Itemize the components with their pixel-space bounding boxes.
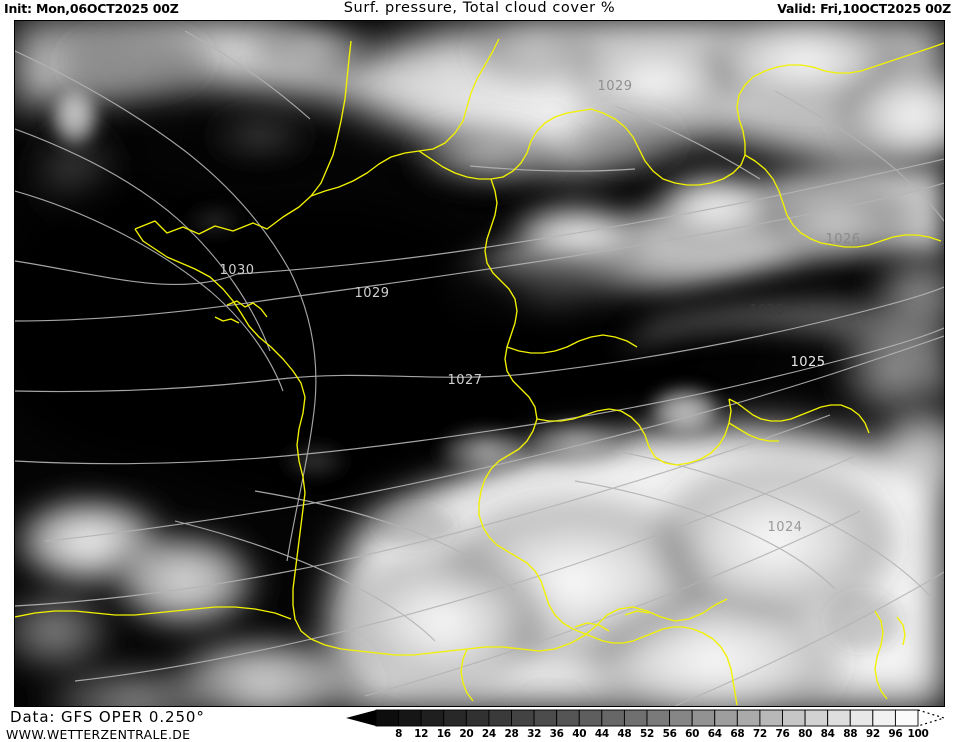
colorbar-tick-label: 92: [865, 728, 880, 740]
colorbar-tick-labels: 8 12 16 20 24 28 32 36 40 44 48 52 56 60 64 68 72 76 80 84 8…: [330, 728, 959, 741]
contour-label: 1030: [219, 263, 254, 278]
colorbar-tick-label: 40: [572, 728, 587, 740]
contour-label: 1025: [790, 355, 825, 370]
colorbar-swatch: [804, 709, 829, 727]
colorbar-swatch: [375, 709, 400, 727]
colorbar-swatch: [736, 709, 761, 727]
colorbar-tick-label: 80: [798, 728, 813, 740]
data-source-label: Data: GFS OPER 0.250°: [10, 708, 205, 726]
cloud-cover-colorbar: 8 12 16 20 24 28 32 36 40 44 48 52 56 60 64 68 72 76 80 84 8…: [330, 707, 959, 741]
colorbar-swatches: [346, 709, 947, 727]
colorbar-tick-label: 76: [775, 728, 790, 740]
colorbar-tick-label: 96: [888, 728, 903, 740]
cloud-cover-map[interactable]: 1030 1029 1029 1027 1026 1026 1025 1024: [15, 21, 944, 706]
colorbar-swatch: [782, 709, 806, 727]
website-label: WWW.WETTERZENTRALE.DE: [6, 727, 191, 742]
colorbar-swatch: [827, 709, 851, 727]
colorbar-tick-label: 68: [730, 728, 745, 740]
contour-label: 1026: [825, 232, 860, 247]
colorbar-tick-label: 88: [843, 728, 858, 740]
country-borders: [15, 38, 944, 706]
colorbar-swatch: [759, 709, 783, 727]
valid-time-label: Valid: Fri,10OCT2025 00Z: [777, 1, 951, 16]
colorbar-tick-label: 32: [527, 728, 542, 740]
colorbar-swatch: [872, 709, 896, 727]
colorbar-swatch: [511, 709, 535, 727]
colorbar-tick-label: 100: [907, 728, 929, 740]
contour-label: 1026: [749, 303, 784, 318]
colorbar-tick-label: 12: [414, 728, 429, 740]
colorbar-swatch: [488, 709, 512, 727]
colorbar-swatch: [578, 709, 603, 727]
colorbar-left-arrow: [346, 710, 376, 726]
colorbar-swatch: [714, 709, 738, 727]
colorbar-swatch: [849, 709, 874, 727]
colorbar-tick-label: 48: [617, 728, 632, 740]
weather-map-panel[interactable]: 1030 1029 1029 1027 1026 1026 1025 1024: [14, 20, 945, 707]
contour-label: 1024: [767, 520, 802, 535]
colorbar-right-arrow: [917, 709, 947, 727]
colorbar-tick-label: 72: [752, 728, 767, 740]
header-bar: Init: Mon,06OCT2025 00Z Surf. pressure, …: [0, 0, 959, 20]
colorbar-swatch: [691, 709, 716, 727]
colorbar-swatch: [556, 709, 580, 727]
colorbar-swatch: [420, 709, 445, 727]
colorbar-swatch: [646, 709, 671, 727]
pressure-contours: [15, 30, 944, 706]
colorbar-tick-label: 20: [459, 728, 474, 740]
colorbar-tick-label: 8: [395, 728, 403, 740]
colorbar-tick-label: 60: [685, 728, 700, 740]
page-title: Surf. pressure, Total cloud cover %: [343, 0, 616, 16]
colorbar-swatch: [894, 709, 919, 727]
colorbar-tick-label: 36: [549, 728, 564, 740]
colorbar-swatch: [601, 709, 625, 727]
colorbar-tick-label: 52: [639, 728, 655, 740]
colorbar-tick-label: 28: [504, 728, 519, 740]
colorbar-tick-label: 64: [707, 728, 722, 740]
colorbar-swatch: [465, 709, 490, 727]
colorbar-swatch: [443, 709, 467, 727]
contour-label: 1029: [354, 286, 389, 301]
colorbar-swatch: [623, 709, 648, 727]
colorbar-tick-label: 24: [481, 728, 496, 740]
colorbar-tick-label: 84: [820, 728, 835, 740]
colorbar-tick-label: 44: [594, 728, 609, 740]
contour-label: 1027: [447, 373, 482, 388]
contour-labels: 1030 1029 1029 1027 1026 1026 1025 1024: [219, 79, 860, 535]
init-time-label: Init: Mon,06OCT2025 00Z: [4, 1, 179, 16]
colorbar-tick-label: 16: [436, 728, 451, 740]
contour-label: 1029: [597, 79, 632, 94]
colorbar-swatch: [398, 709, 422, 727]
colorbar-tick-label: 56: [662, 728, 677, 740]
colorbar-swatch: [669, 709, 693, 727]
colorbar-swatch: [533, 709, 558, 727]
